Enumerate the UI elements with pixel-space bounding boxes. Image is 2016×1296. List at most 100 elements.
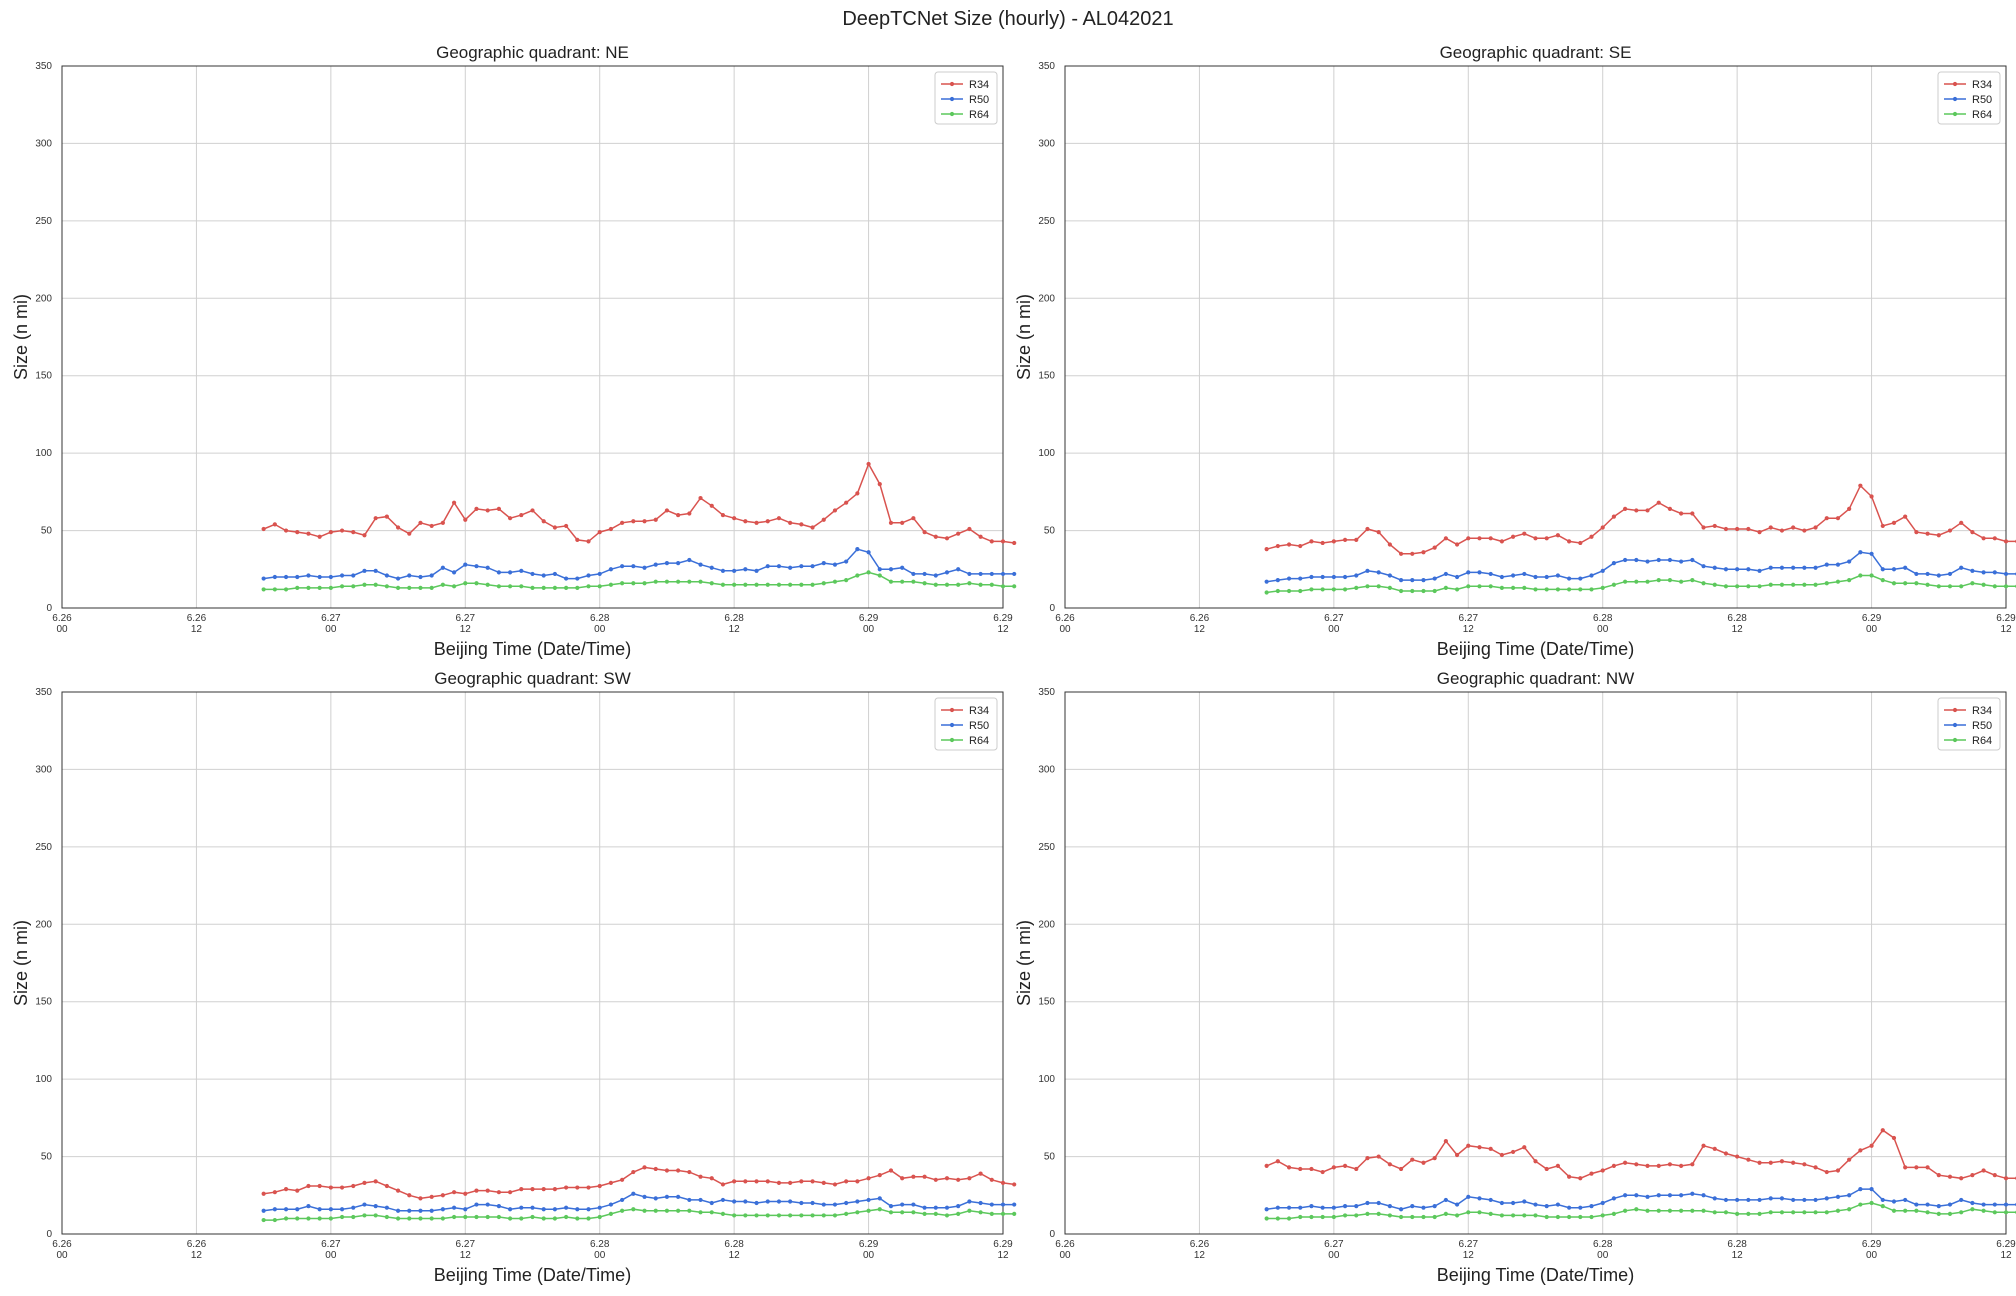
x-tick-label-hour: 00 xyxy=(594,1250,606,1261)
chart-panel-ne: Geographic quadrant: NE 0 50 100 150 200 250 30… xyxy=(0,36,1017,662)
data-point-r64 xyxy=(732,582,737,587)
data-point-r34 xyxy=(1012,540,1017,546)
data-point-r50 xyxy=(1645,559,1650,564)
data-point-r34 xyxy=(295,1188,300,1193)
data-point-r64 xyxy=(362,582,367,587)
data-point-r64 xyxy=(1847,578,1852,583)
data-point-r50 xyxy=(1510,1200,1516,1206)
data-point-r64 xyxy=(1578,1214,1583,1220)
data-point-r64 xyxy=(1992,584,1997,589)
data-point-r34 xyxy=(1903,1165,1908,1170)
x-tick-label-hour: 12 xyxy=(191,624,203,635)
data-point-r34 xyxy=(866,1176,871,1181)
data-point-r34 xyxy=(1847,1157,1852,1162)
data-point-r64 xyxy=(1421,1214,1426,1220)
legend-swatch-marker xyxy=(949,81,955,87)
data-point-r64 xyxy=(754,1213,759,1218)
data-point-r64 xyxy=(586,584,591,589)
data-point-r64 xyxy=(295,1216,300,1221)
data-point-r50 xyxy=(1432,576,1437,581)
data-point-r64 xyxy=(1264,590,1269,595)
data-point-r50 xyxy=(911,1202,916,1207)
y-tick-label: 50 xyxy=(41,1152,53,1163)
data-point-r50 xyxy=(1712,565,1717,570)
x-axis-label: Beijing Time (Date/Time) xyxy=(1437,639,1634,659)
data-point-r64 xyxy=(978,1210,983,1215)
x-axis-label: Beijing Time (Date/Time) xyxy=(1437,1265,1634,1285)
data-point-r34 xyxy=(1533,536,1538,541)
data-point-r64 xyxy=(855,573,860,578)
data-point-r34 xyxy=(1623,1160,1628,1165)
data-point-r34 xyxy=(440,520,445,525)
data-point-r34 xyxy=(1342,1163,1348,1168)
data-point-r64 xyxy=(384,584,389,589)
series-r34 xyxy=(1264,1128,2016,1181)
legend-swatch-marker xyxy=(1952,81,1958,87)
data-point-r64 xyxy=(1712,582,1717,587)
data-point-r34 xyxy=(1847,506,1852,511)
data-point-r34 xyxy=(967,526,972,532)
legend: R34 R50 R64 xyxy=(1937,697,2001,751)
x-tick-label-hour: 12 xyxy=(1194,624,1206,635)
data-point-r50 xyxy=(1847,559,1852,564)
x-tick-label-hour: 12 xyxy=(729,624,741,635)
data-point-r64 xyxy=(564,585,569,590)
data-point-r34 xyxy=(676,512,681,518)
data-point-r34 xyxy=(1522,1145,1527,1150)
data-point-r64 xyxy=(1477,1210,1482,1215)
legend-swatch-marker xyxy=(949,737,955,743)
series-r50 xyxy=(261,547,1017,581)
data-point-r50 xyxy=(676,560,681,566)
data-point-r50 xyxy=(1387,573,1392,578)
data-point-r34 xyxy=(989,1177,994,1182)
data-point-r50 xyxy=(317,1207,322,1212)
data-point-r34 xyxy=(855,1179,860,1184)
data-point-r50 xyxy=(776,1199,782,1204)
data-point-r64 xyxy=(933,1211,938,1216)
chart-subtitle: Geographic quadrant: NE xyxy=(436,43,629,62)
data-point-r50 xyxy=(1959,565,1964,570)
data-point-r34 xyxy=(1645,1163,1650,1168)
data-point-r50 xyxy=(821,1202,826,1207)
data-point-r34 xyxy=(485,1188,490,1193)
data-point-r34 xyxy=(1376,1154,1381,1159)
data-point-r34 xyxy=(653,517,658,522)
data-point-r64 xyxy=(1936,584,1941,589)
data-point-r34 xyxy=(1600,525,1605,530)
data-point-r50 xyxy=(407,573,412,578)
data-point-r34 xyxy=(306,1183,311,1189)
y-tick-label: 150 xyxy=(35,371,52,382)
data-point-r64 xyxy=(597,584,602,589)
data-point-r64 xyxy=(1578,587,1583,592)
x-tick-label-hour: 00 xyxy=(594,624,606,635)
data-point-r50 xyxy=(776,564,782,569)
data-point-r34 xyxy=(1835,516,1841,521)
data-point-r50 xyxy=(1634,557,1639,563)
y-tick-label: 100 xyxy=(35,448,52,459)
data-point-r64 xyxy=(1791,1210,1796,1215)
data-point-r64 xyxy=(1000,1211,1006,1216)
data-point-r50 xyxy=(575,1207,580,1212)
data-point-r34 xyxy=(1555,1163,1561,1168)
data-point-r34 xyxy=(2003,539,2009,544)
data-point-r34 xyxy=(698,1174,703,1179)
data-point-r34 xyxy=(1510,1149,1516,1155)
data-point-r50 xyxy=(1656,1193,1661,1198)
data-point-r50 xyxy=(1891,1199,1897,1204)
x-tick-label-hour: 12 xyxy=(2000,1250,2012,1261)
data-point-r34 xyxy=(1567,539,1572,544)
data-point-r34 xyxy=(564,1185,569,1190)
x-tick-label-date: 6.28 xyxy=(590,1239,610,1250)
data-point-r64 xyxy=(956,1211,961,1216)
data-point-r50 xyxy=(765,1199,770,1204)
data-point-r64 xyxy=(306,585,311,590)
y-tick-label: 250 xyxy=(35,842,52,853)
data-point-r64 xyxy=(855,1210,860,1215)
data-point-r64 xyxy=(1365,584,1370,589)
data-point-r34 xyxy=(1354,537,1359,542)
data-point-r50 xyxy=(463,1207,468,1212)
data-point-r64 xyxy=(1667,578,1673,583)
data-point-r34 xyxy=(1477,536,1482,541)
data-point-r64 xyxy=(1981,582,1986,587)
data-point-r34 xyxy=(1454,1152,1460,1158)
